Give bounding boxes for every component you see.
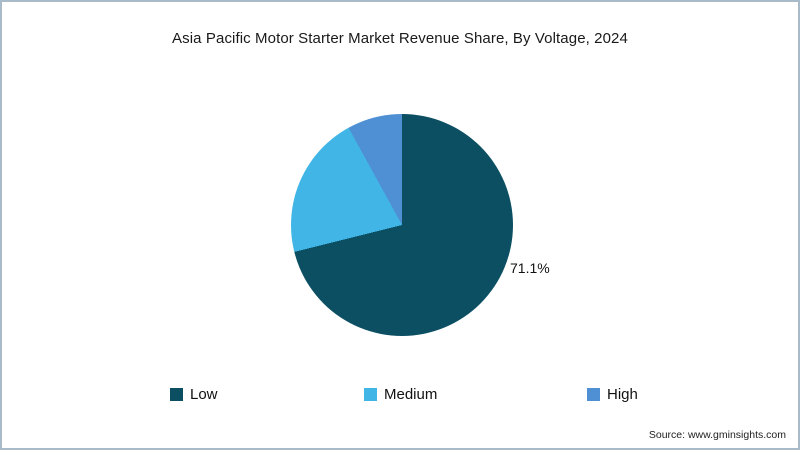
source-attribution: Source: www.gminsights.com (648, 429, 786, 441)
legend-item-low: Low (170, 386, 218, 403)
legend-swatch-medium (364, 388, 377, 401)
legend-label-medium: Medium (384, 386, 438, 403)
legend-item-medium: Medium (364, 386, 437, 403)
pie-chart (291, 114, 513, 336)
legend-label-high: High (607, 386, 638, 403)
pie-slice-label-low: 71.1% (510, 260, 550, 276)
legend-swatch-low (170, 388, 183, 401)
legend-swatch-high (587, 388, 600, 401)
legend-item-high: High (587, 386, 638, 403)
legend-label-low: Low (190, 386, 218, 403)
chart-title: Asia Pacific Motor Starter Market Revenu… (172, 30, 628, 47)
